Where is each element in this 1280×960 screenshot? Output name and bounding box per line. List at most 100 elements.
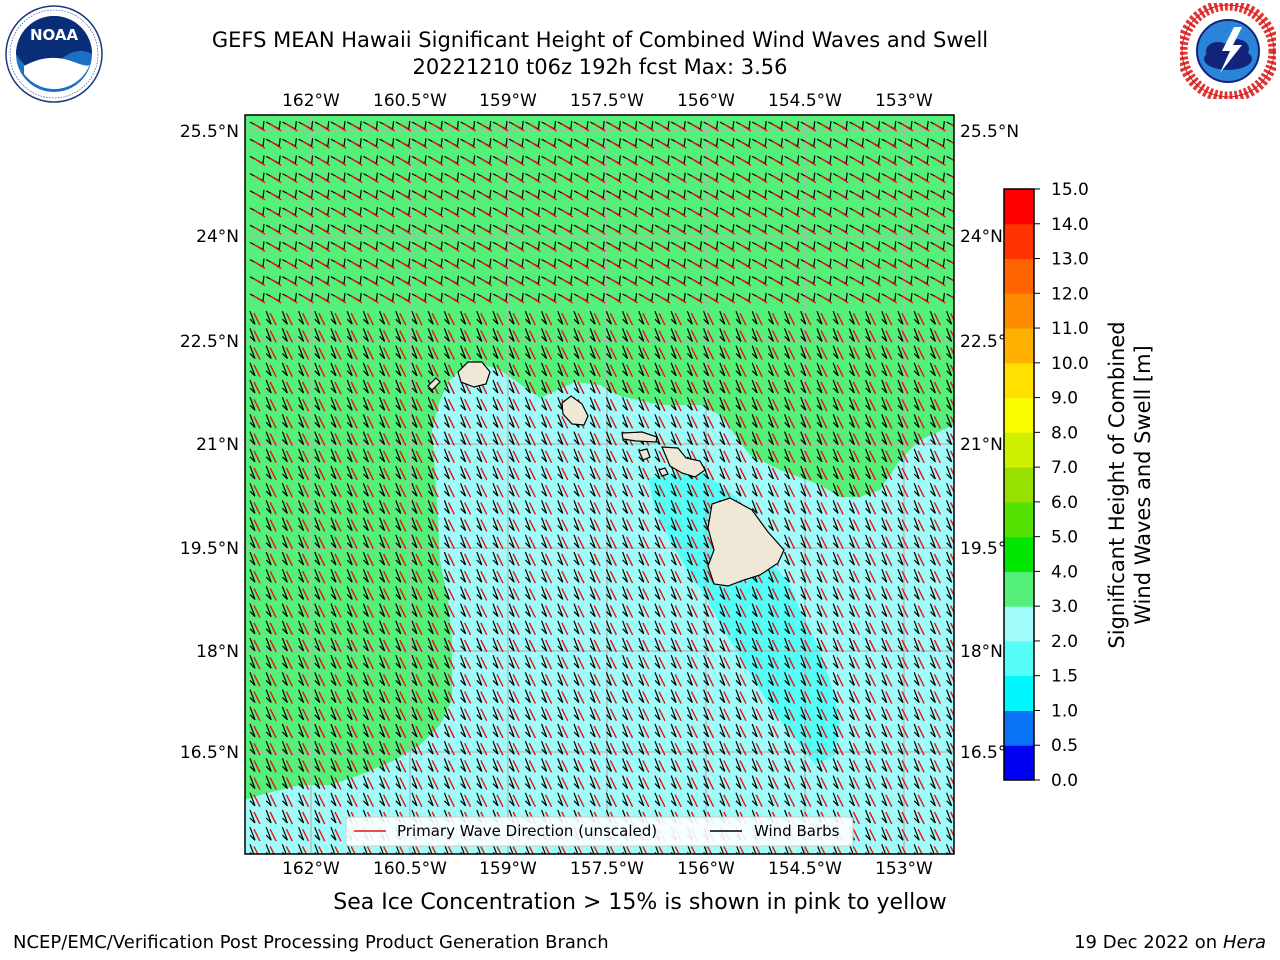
wave-direction-arrow [723,725,731,739]
wind-barb [249,414,256,428]
wave-direction-arrow [771,570,780,584]
wind-barb [573,672,580,686]
wind-barb [800,689,807,704]
wave-direction-arrow [771,381,780,395]
wind-barb [395,672,402,686]
wave-direction-arrow [934,261,946,270]
wave-direction-arrow [674,742,682,756]
wave-direction-arrow [448,140,460,149]
wave-direction-arrow [917,140,930,149]
wave-direction-arrow [464,209,476,218]
wind-barb [346,637,353,652]
wave-direction-arrow [318,484,326,498]
wind-barb [298,672,305,686]
wind-barb [443,379,450,394]
wind-barb [265,809,272,824]
wind-barb [767,792,774,807]
wave-direction-arrow [642,777,650,790]
wave-direction-arrow [706,760,715,773]
wind-barb [751,448,758,463]
wind-barb [314,826,321,841]
wind-barb [622,586,629,600]
wave-direction-arrow [739,656,747,670]
wave-direction-arrow [771,639,780,653]
wave-direction-arrow [415,484,423,498]
wind-barb [654,586,661,600]
colorbar-tick-label: 0.5 [1051,736,1078,756]
wave-direction-arrow [885,192,898,201]
wind-barb [541,431,548,446]
wind-barb [589,482,596,497]
wind-barb [346,603,353,618]
wind-barb [379,414,386,428]
wave-direction-arrow [642,794,650,808]
wave-direction-arrow [691,140,703,149]
wind-barb [913,809,920,824]
wind-barb [476,654,483,669]
wind-barb [589,379,596,394]
wind-barb [865,500,872,514]
wind-barb [946,809,953,824]
wind-barb [314,500,321,514]
wave-direction-arrow [431,364,439,378]
wave-direction-arrow [399,742,407,756]
wave-direction-arrow [706,312,715,326]
lat-tick-right: 25.5°N [960,122,1019,142]
wind-barb [476,620,483,635]
wind-barb [508,517,515,532]
wave-direction-arrow [593,536,601,550]
wind-barb [492,431,499,446]
wave-direction-arrow [852,708,861,722]
wave-direction-arrow [463,760,472,773]
wind-barb [589,844,595,854]
wave-direction-arrow [269,157,282,166]
wave-direction-arrow [383,261,395,270]
wind-barb [330,431,337,446]
wave-direction-arrow [269,536,277,550]
wind-barb [929,654,936,669]
wave-direction-arrow [933,312,942,326]
wave-direction-arrow [723,639,731,653]
wave-direction-arrow [480,278,493,287]
wind-barb [589,414,596,428]
wind-barb [557,775,564,790]
wave-direction-arrow [301,519,310,532]
wave-direction-arrow [480,656,488,670]
wave-direction-arrow [625,760,634,773]
wave-direction-arrow [755,209,768,218]
wave-direction-arrow [658,777,666,790]
wave-direction-arrow [366,777,375,790]
wind-barb [362,723,369,738]
wind-barb [800,792,807,807]
wind-barb [865,654,872,669]
wave-direction-arrow [577,519,585,532]
wave-direction-arrow [787,570,796,584]
wave-direction-arrow [496,312,504,326]
wind-barb [670,689,677,704]
wind-barb [605,603,612,618]
wind-barb [298,723,305,738]
wind-barb [638,654,645,669]
wave-direction-arrow [285,467,294,481]
wind-barb [298,758,305,772]
colorbar-tick-label: 15.0 [1051,180,1089,200]
wind-barb [476,844,482,854]
wave-direction-arrow [447,347,456,360]
wind-barb [800,379,807,394]
wind-barb [298,345,305,360]
wind-barb [605,551,612,566]
wave-direction-arrow [448,295,460,304]
wave-direction-arrow [626,175,638,184]
wave-direction-arrow [382,846,389,854]
wind-barb [800,345,807,360]
wave-direction-arrow [934,226,946,235]
wind-barb [379,551,386,566]
wave-direction-arrow [642,605,650,618]
wind-barb [784,379,791,394]
wave-direction-arrow [318,639,326,653]
colorbar-cell [1004,710,1034,746]
wave-direction-arrow [804,364,812,378]
wind-barb [622,414,629,428]
wave-direction-arrow [593,570,601,584]
wind-barb [395,844,401,854]
